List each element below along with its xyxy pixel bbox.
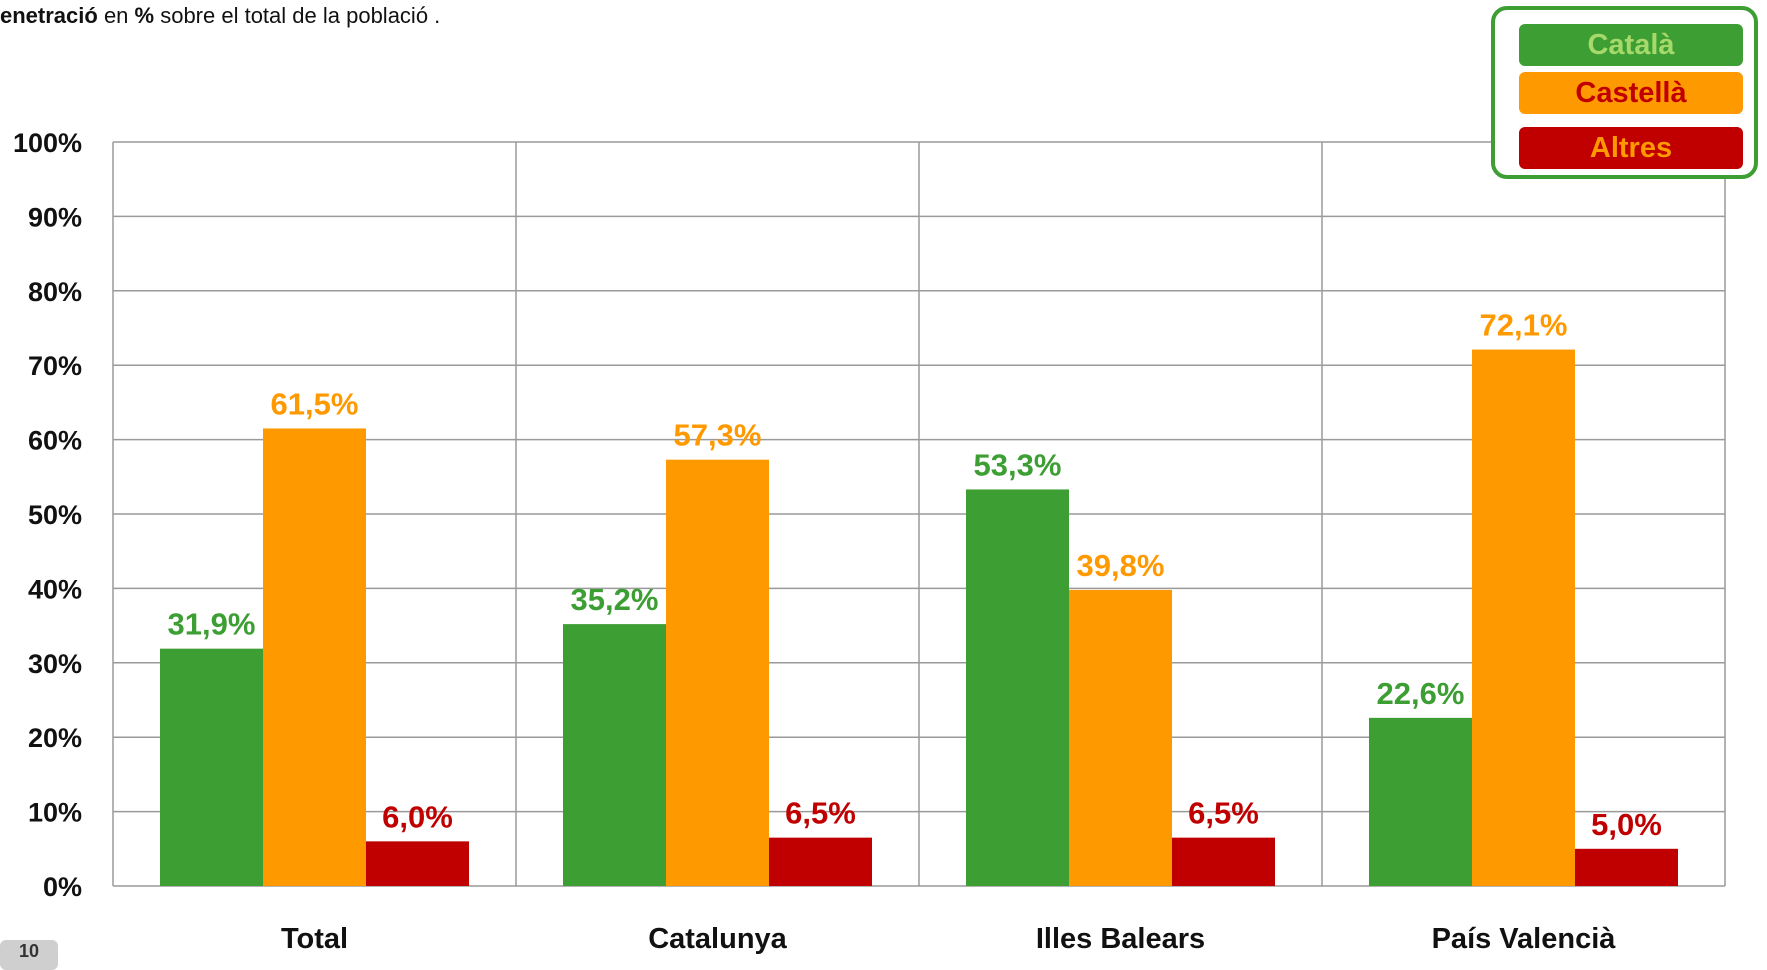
legend-item-catala: Català: [1519, 24, 1743, 66]
x-category-label: Catalunya: [648, 923, 787, 955]
bar-Altres-Catalunya: [769, 837, 872, 886]
y-tick-label: 50%: [28, 500, 82, 530]
legend-item-altres: Altres: [1519, 127, 1743, 169]
y-tick-label: 40%: [28, 574, 82, 604]
x-category-label: Illes Balears: [1036, 923, 1205, 955]
bar-Català-Illes Balears: [966, 489, 1069, 886]
bar-Català-Total: [160, 648, 263, 886]
bar-Català-País Valencià: [1369, 717, 1472, 886]
bar-Castellà-País Valencià: [1472, 349, 1575, 886]
y-tick-label: 10%: [28, 798, 82, 828]
data-label: 6,5%: [1188, 796, 1259, 831]
data-label: 31,9%: [168, 607, 256, 642]
chart-subtitle: enetració en % sobre el total de la pobl…: [0, 3, 441, 28]
data-label: 61,5%: [271, 386, 359, 421]
data-label: 5,0%: [1591, 807, 1662, 842]
bar-Castellà-Illes Balears: [1069, 589, 1172, 886]
axis-labels: 0% 10% 20% 30% 40% 50% 60% 70% 80% 90% 100% Total Ca…: [13, 128, 1616, 955]
data-label: 72,1%: [1480, 308, 1568, 343]
x-category-label: País Valencià: [1432, 923, 1617, 955]
bar-Català-Catalunya: [563, 624, 666, 886]
bars: [160, 349, 1678, 886]
y-tick-label: 90%: [28, 202, 82, 232]
data-label: 6,0%: [382, 799, 453, 834]
data-label: 22,6%: [1377, 676, 1465, 711]
bar-Castellà-Total: [263, 428, 366, 886]
data-label: 57,3%: [674, 418, 762, 453]
y-tick-label: 60%: [28, 426, 82, 456]
y-tick-label: 100%: [13, 128, 82, 158]
bar-Altres-País Valencià: [1575, 848, 1678, 886]
data-label: 35,2%: [571, 582, 659, 617]
legend-item-castella: Castellà: [1519, 72, 1743, 114]
x-category-label: Total: [281, 923, 348, 955]
data-label: 6,5%: [785, 796, 856, 831]
y-tick-label: 30%: [28, 649, 82, 679]
bar-Altres-Total: [366, 841, 469, 886]
data-label: 39,8%: [1077, 548, 1165, 583]
y-tick-label: 80%: [28, 277, 82, 307]
y-tick-label: 70%: [28, 351, 82, 381]
y-tick-label: 0%: [43, 872, 82, 902]
data-label: 53,3%: [974, 447, 1062, 482]
page-number-tab: 10: [0, 940, 58, 970]
y-tick-label: 20%: [28, 723, 82, 753]
legend: Català Castellà Altres: [1491, 6, 1758, 179]
bar-Altres-Illes Balears: [1172, 837, 1275, 886]
data-labels: 31,9% 61,5% 6,0% 35,2% 57,3% 6,5% 53,3% 39,8% 6,…: [168, 308, 1662, 842]
bar-Castellà-Catalunya: [666, 459, 769, 886]
